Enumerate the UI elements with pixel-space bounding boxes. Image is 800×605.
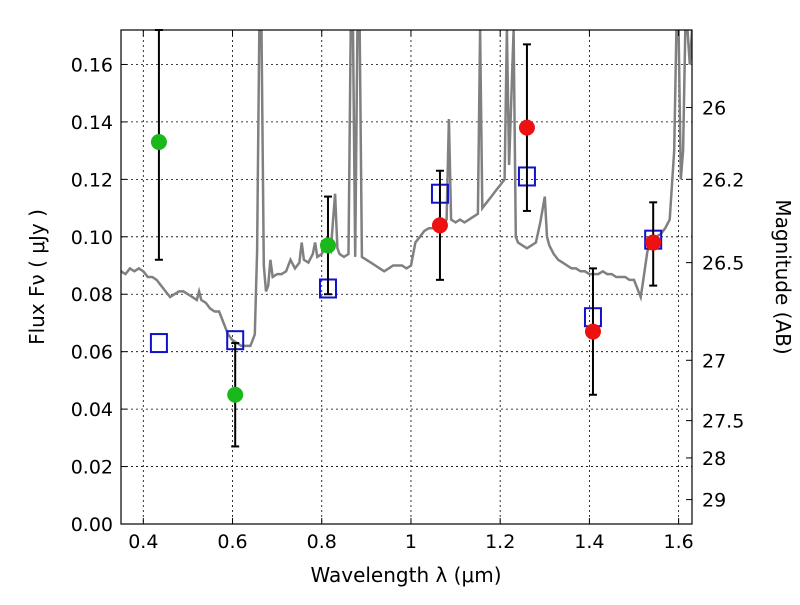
data-point-circle (227, 386, 244, 403)
y-tick-label: 0.16 (71, 54, 113, 76)
x-tick-label: 0.8 (307, 531, 337, 553)
y-tick-label: 0.00 (71, 514, 113, 536)
data-point-circle (518, 119, 535, 136)
model-spectrum-group (121, 30, 692, 348)
model-spectrum-line (121, 30, 692, 348)
y2-tick-label: 27 (702, 350, 726, 372)
data-point-square (149, 333, 168, 354)
x-axis-label: Wavelength λ (μm) (310, 563, 501, 587)
data-points-group (149, 29, 663, 448)
y-tick-label: 0.08 (71, 284, 113, 306)
data-point-circle (584, 323, 601, 340)
y2-tick-label: 28 (702, 448, 726, 470)
x-tick-label: 1.4 (574, 531, 604, 553)
y-tick-label: 0.10 (71, 227, 113, 249)
x-tick-label: 0.6 (217, 531, 247, 553)
x-tick-label: 1 (405, 531, 417, 553)
y-tick-label: 0.04 (71, 399, 113, 421)
plot-frame (120, 29, 693, 525)
x-tick-label: 1.2 (485, 531, 515, 553)
y-tick-label: 0.06 (71, 342, 113, 364)
y2-tick-label: 26.2 (702, 169, 744, 191)
data-point-circle (431, 217, 448, 234)
data-point-circle (150, 134, 167, 151)
y-tick-label: 0.12 (71, 169, 113, 191)
y2-tick-label: 27.5 (702, 411, 744, 433)
y-tick-label: 0.02 (71, 457, 113, 479)
data-point-circle (319, 237, 336, 254)
x-tick-label: 1.6 (664, 531, 694, 553)
x-tick-label: 0.4 (128, 531, 158, 553)
y2-tick-label: 29 (702, 490, 726, 512)
y-tick-label: 0.14 (71, 112, 113, 134)
y2-tick-label: 26 (702, 98, 726, 120)
y-axis-label: Flux Fν ( μJy ) (25, 209, 49, 345)
axes-group: 0.4 0.6 0.8 1 1.2 1.4 1.6 0.00 0.02 0.04 0.06 0.08 0… (71, 29, 744, 553)
data-point-circle (645, 234, 662, 251)
y2-tick-label: 26.5 (702, 253, 744, 275)
grid-lines (121, 30, 692, 524)
y2-axis-label: Magnitude (AB) (771, 199, 795, 354)
